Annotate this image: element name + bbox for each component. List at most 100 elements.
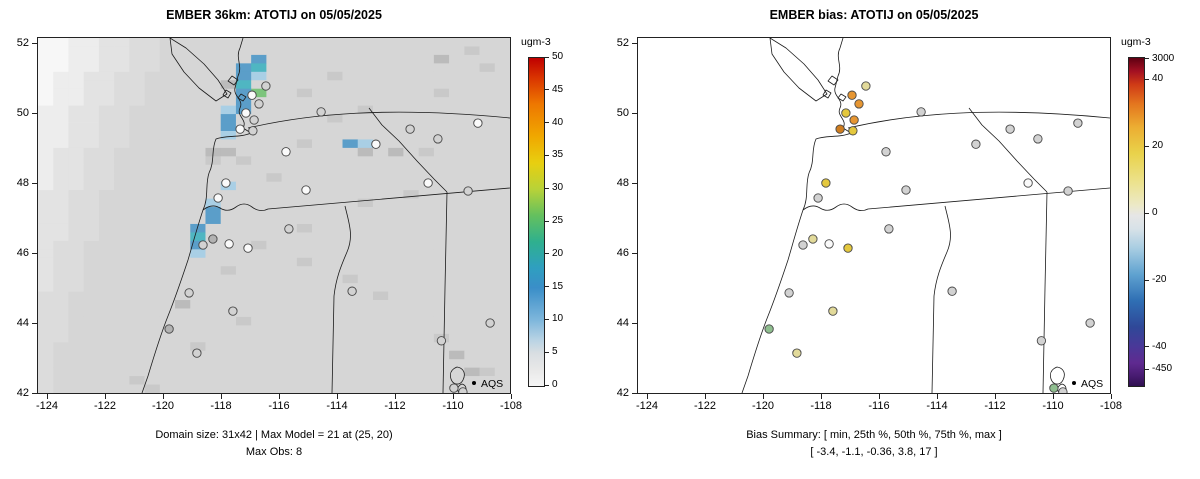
mt-wy-border [1042, 191, 1048, 393]
raster-cell [266, 63, 282, 73]
y-tick-label: 48 [616, 177, 629, 189]
raster-cell [327, 300, 343, 309]
raster-cell [38, 63, 54, 73]
y-axis-tick [32, 112, 37, 114]
raster-cell [327, 38, 343, 47]
colorbar-tick-label: 50 [552, 51, 564, 62]
raster-cell [479, 359, 496, 368]
raster-cell [144, 105, 161, 115]
raster-cell [418, 156, 435, 166]
raster-cell [342, 207, 359, 216]
raster-cell [235, 156, 252, 166]
colorbar-tick [545, 384, 549, 386]
raster-cell [235, 367, 252, 377]
raster-cell [403, 164, 419, 174]
raster-cell [327, 207, 343, 216]
raster-cell [129, 308, 145, 318]
raster-cell [312, 181, 328, 191]
raster-cell [53, 190, 69, 199]
raster-cell [144, 350, 161, 360]
raster-cell [220, 114, 237, 123]
raster-cell [38, 46, 54, 56]
raster-cell [296, 88, 313, 98]
raster-cell [114, 257, 130, 267]
y-axis-tick [32, 182, 37, 184]
station-point [184, 288, 194, 298]
raster-cell [68, 156, 85, 166]
raster-cell [418, 223, 435, 233]
raster-cell [251, 333, 267, 343]
raster-cell [53, 240, 69, 250]
raster-cell [38, 147, 54, 157]
raster-cell [68, 215, 85, 225]
raster-cell [357, 232, 374, 242]
x-tick-label: -120 [751, 400, 775, 412]
raster-cell [251, 223, 267, 233]
raster-cell [159, 80, 176, 90]
raster-cell [98, 232, 115, 242]
raster-cell [418, 122, 435, 132]
raster-cell [175, 54, 191, 64]
great-salt-lake [1049, 366, 1067, 393]
raster-cell [235, 181, 252, 191]
raster-cell [464, 38, 480, 47]
raster-cell [403, 139, 419, 149]
raster-cell [403, 71, 419, 81]
x-tick-label: -124 [635, 400, 659, 412]
raster-cell [235, 71, 252, 81]
raster-cell [175, 63, 191, 73]
raster-cell [327, 130, 343, 140]
raster-cell [129, 63, 145, 73]
raster-cell [235, 283, 252, 292]
raster-cell [433, 207, 450, 216]
raster-cell [464, 88, 480, 98]
raster-cell [68, 173, 85, 183]
raster-cell [296, 198, 313, 208]
raster-cell [159, 71, 176, 81]
raster-cell [38, 80, 54, 90]
raster-cell [494, 46, 510, 56]
raster-cell [312, 223, 328, 233]
raster-cell [357, 342, 374, 352]
raster-cell [266, 333, 282, 343]
raster-cell [494, 266, 510, 276]
raster-cell [403, 333, 419, 343]
raster-cell [220, 63, 237, 73]
raster-cell [190, 190, 206, 199]
raster-cell [357, 46, 374, 56]
raster-cell [479, 350, 496, 360]
raster-cell [68, 376, 85, 385]
raster-cell [327, 215, 343, 225]
raster-cell [159, 333, 176, 343]
raster-cell [266, 156, 282, 166]
station-point [947, 286, 957, 296]
colorbar-tick-label: 45 [552, 83, 564, 95]
raster-cell [114, 367, 130, 377]
raster-cell [433, 249, 450, 259]
x-axis-tick [46, 394, 48, 399]
raster-cell [494, 130, 510, 140]
raster-cell [220, 38, 237, 47]
raster-cell [98, 164, 115, 174]
raster-cell [220, 223, 237, 233]
raster-cell [494, 97, 510, 106]
raster-cell [190, 63, 206, 73]
raster-cell [266, 71, 282, 81]
raster-cell [357, 139, 374, 149]
raster-cell [266, 105, 282, 115]
raster-cell [281, 46, 298, 56]
raster-cell [220, 266, 237, 276]
x-tick-label: -118 [210, 400, 232, 412]
station-point [433, 134, 443, 144]
raster-cell [433, 384, 450, 393]
raster-cell [114, 207, 130, 216]
raster-cell [114, 291, 130, 301]
raster-cell [144, 156, 161, 166]
raster-cell [53, 130, 69, 140]
raster-cell [38, 54, 54, 64]
raster-cell [129, 240, 145, 250]
raster-cell [312, 367, 328, 377]
raster-cell [479, 88, 496, 98]
raster-cell [129, 325, 145, 335]
raster-cell [296, 215, 313, 225]
